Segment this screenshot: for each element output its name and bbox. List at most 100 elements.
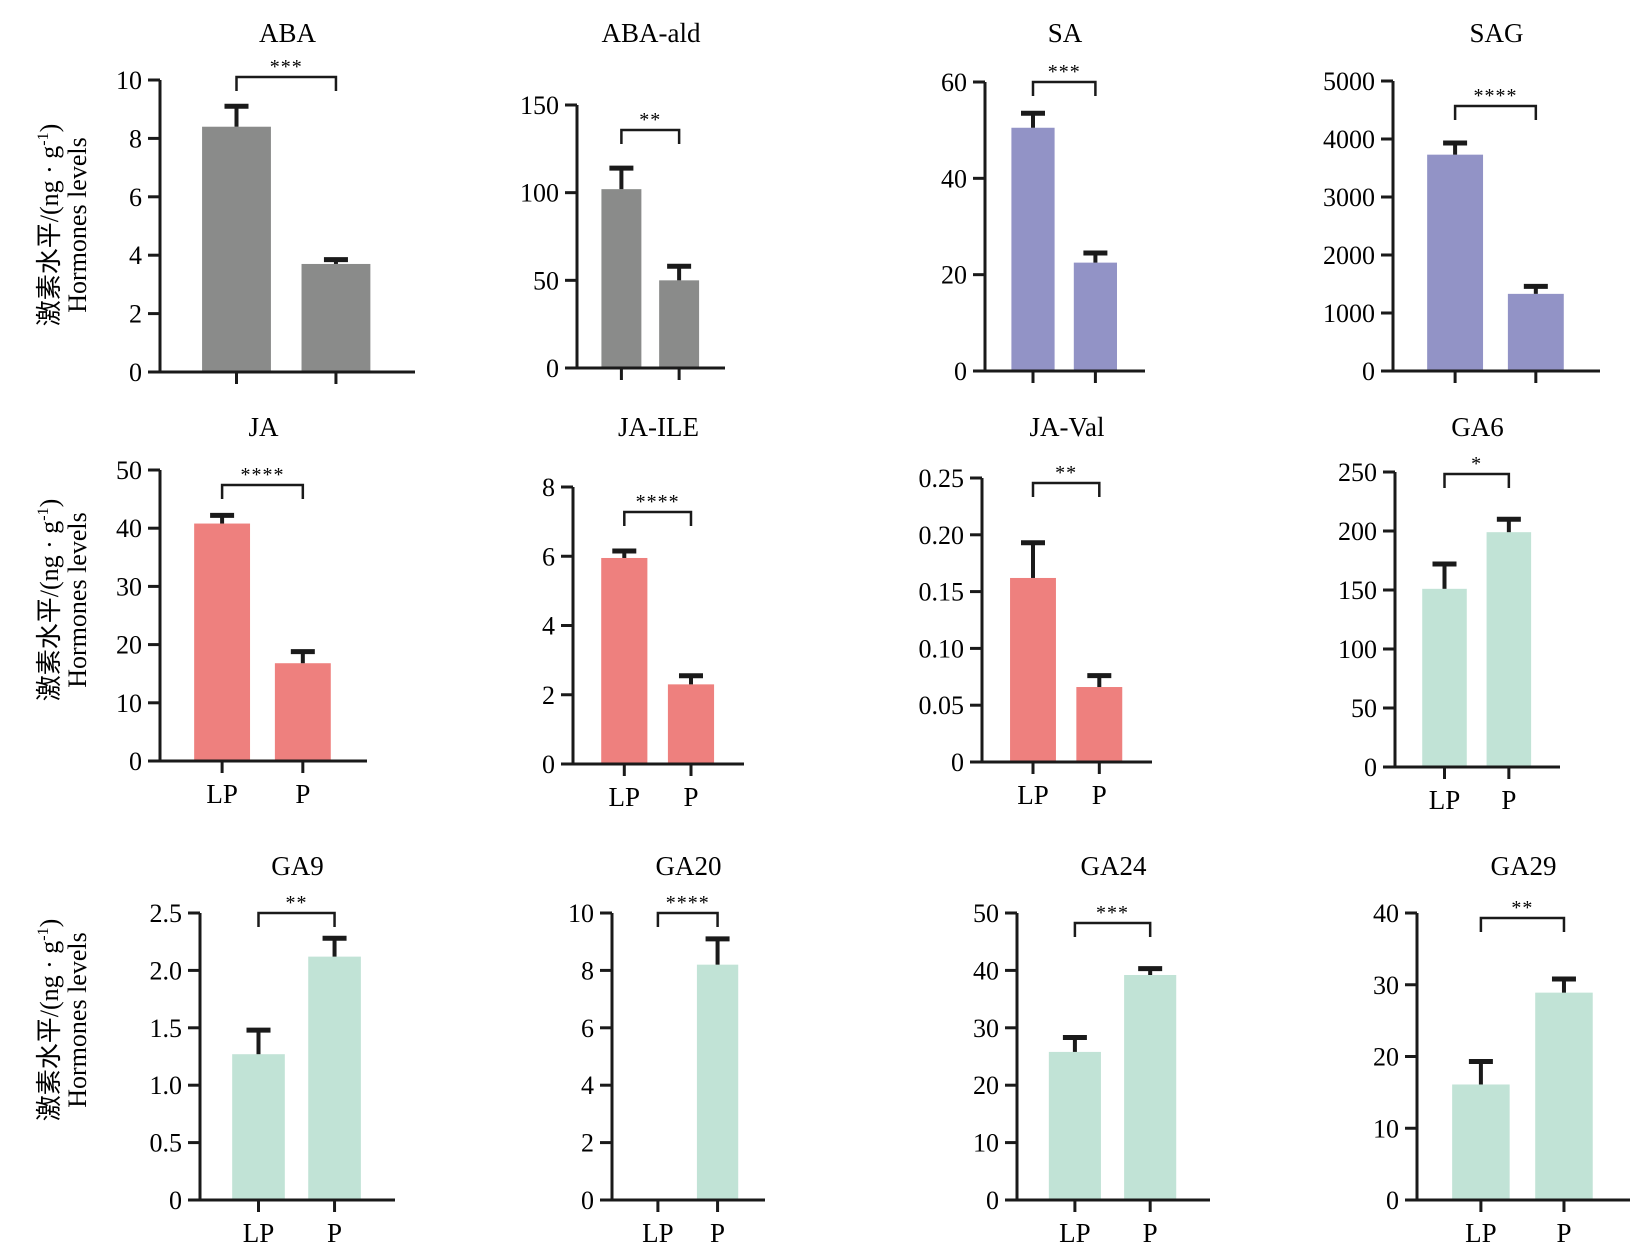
x-tick-label-p: P (327, 1218, 342, 1248)
y-tick-label: 2 (129, 300, 142, 329)
y-tick-label: 0 (169, 1186, 182, 1215)
panel-title: JA-ILE (618, 412, 699, 442)
y-tick-label: 30 (116, 572, 142, 601)
y-tick-label: 10 (116, 689, 142, 718)
y-tick-label: 0 (1362, 357, 1375, 386)
y-tick-label: 10 (1373, 1114, 1399, 1143)
y-tick-label: 50 (116, 456, 142, 485)
panel-ja-val: JA-Val 0 0.05 0.10 0.15 0.20 0.25 LP P ** (919, 412, 1152, 810)
bar-p (696, 964, 739, 1200)
y-tick-label: 50 (533, 266, 559, 295)
y-tick-label: 1.0 (150, 1071, 183, 1100)
bar-lp (1427, 154, 1484, 371)
bar-lp (1422, 588, 1467, 767)
y-tick-label: 4 (581, 1071, 594, 1100)
panel-ga29: GA29 0 10 20 30 40 LP P ** (1373, 851, 1630, 1248)
y-tick-label: 50 (1351, 694, 1377, 723)
y-axis-label-en: Hormones levels (63, 512, 92, 687)
panel-title: ABA (259, 18, 317, 48)
bar-p (274, 663, 331, 761)
y-tick-label: 40 (941, 164, 967, 193)
panel-sa: SA 0 20 40 60 *** (941, 18, 1145, 386)
y-axis-label-row-1: 激素水平/(ng · g-1) Hormones levels (35, 124, 92, 327)
panel-sag: SAG 0 1000 2000 3000 4000 5000 **** (1323, 18, 1600, 386)
x-tick-label-lp: LP (609, 782, 641, 812)
significance-label: **** (240, 464, 284, 486)
significance-label: *** (1096, 902, 1129, 924)
significance-label: **** (666, 892, 710, 914)
significance-bracket (623, 510, 693, 526)
y-tick-label: 0.20 (919, 521, 965, 550)
significance-label: ** (286, 892, 308, 914)
significance-bracket (1031, 481, 1101, 497)
x-tick-label-lp: LP (243, 1218, 275, 1248)
y-tick-label: 0 (1364, 753, 1377, 782)
y-tick-label: 6 (581, 1014, 594, 1043)
x-tick-label-p: P (1556, 1218, 1571, 1248)
x-tick-label-lp: LP (1429, 785, 1461, 815)
significance-bracket (235, 75, 338, 91)
y-tick-label: 60 (941, 68, 967, 97)
significance-label: *** (1048, 61, 1081, 83)
bar-p (1073, 262, 1117, 371)
y-axis-label-cn: 激素水平/(ng · g-1) (35, 919, 64, 1122)
x-tick-label-p: P (710, 1218, 725, 1248)
significance-label: **** (636, 491, 680, 513)
x-tick-label-p: P (1501, 785, 1516, 815)
y-tick-label: 0 (129, 747, 142, 776)
y-tick-label: 0 (951, 748, 964, 777)
y-tick-label: 10 (116, 66, 142, 95)
significance-bracket (1443, 472, 1511, 488)
x-tick-label-p: P (1092, 780, 1107, 810)
y-tick-label: 0 (129, 358, 142, 387)
x-tick-label-p: P (1143, 1218, 1158, 1248)
panel-aba-ald: ABA-ald 0 50 100 150 ** (520, 18, 725, 383)
y-tick-label: 20 (941, 261, 967, 290)
significance-label: **** (1473, 85, 1517, 107)
significance-bracket (1453, 104, 1538, 120)
y-tick-label: 2.5 (150, 899, 183, 928)
panel-ga6: GA6 0 50 100 150 200 250 LP P * (1338, 412, 1560, 815)
significance-bracket (1479, 916, 1566, 932)
x-tick-label-lp: LP (1017, 780, 1049, 810)
panel-title: GA24 (1081, 851, 1147, 881)
y-tick-label: 0.5 (150, 1129, 183, 1158)
panel-title: SA (1048, 18, 1083, 48)
bar-p (659, 280, 700, 368)
y-axis-label-cn: 激素水平/(ng · g-1) (35, 124, 64, 327)
y-axis-label-row-2: 激素水平/(ng · g-1) Hormones levels (35, 499, 92, 702)
y-axis-label-row-3: 激素水平/(ng · g-1) Hormones levels (35, 919, 92, 1122)
x-tick-label-lp: LP (206, 779, 238, 809)
bar-p (301, 263, 371, 372)
y-tick-label: 1.5 (150, 1014, 183, 1043)
bar-lp (1048, 1051, 1101, 1200)
bar-p (1535, 992, 1593, 1200)
y-tick-label: 0 (986, 1186, 999, 1215)
panel-ja: JA 0 10 20 30 40 50 LP P **** (116, 412, 367, 809)
y-tick-label: 2 (581, 1129, 594, 1158)
x-tick-label-lp: LP (642, 1218, 674, 1248)
y-tick-label: 100 (1338, 635, 1377, 664)
y-tick-label: 20 (1373, 1043, 1399, 1072)
bar-lp (601, 557, 648, 764)
y-tick-label: 5000 (1323, 67, 1375, 96)
y-tick-label: 200 (1338, 517, 1377, 546)
y-tick-label: 40 (116, 514, 142, 543)
y-tick-label: 20 (973, 1071, 999, 1100)
bar-lp (1011, 127, 1055, 371)
significance-label: * (1471, 453, 1482, 475)
significance-bracket (656, 911, 719, 927)
panel-ga9: GA9 0 0.5 1.0 1.5 2.0 2.5 LP P ** (150, 851, 395, 1248)
y-tick-label: 2 (542, 681, 555, 710)
y-tick-label: 40 (1373, 899, 1399, 928)
bar-p (1507, 293, 1564, 371)
y-tick-label: 8 (581, 956, 594, 985)
significance-bracket (257, 911, 336, 927)
y-tick-label: 0 (954, 357, 967, 386)
panel-title: JA (248, 412, 279, 442)
panel-title: ABA-ald (602, 18, 701, 48)
y-tick-label: 1000 (1323, 299, 1375, 328)
x-tick-label-lp: LP (1465, 1218, 1497, 1248)
y-axis-label-en: Hormones levels (63, 137, 92, 312)
bar-p (1076, 687, 1123, 762)
